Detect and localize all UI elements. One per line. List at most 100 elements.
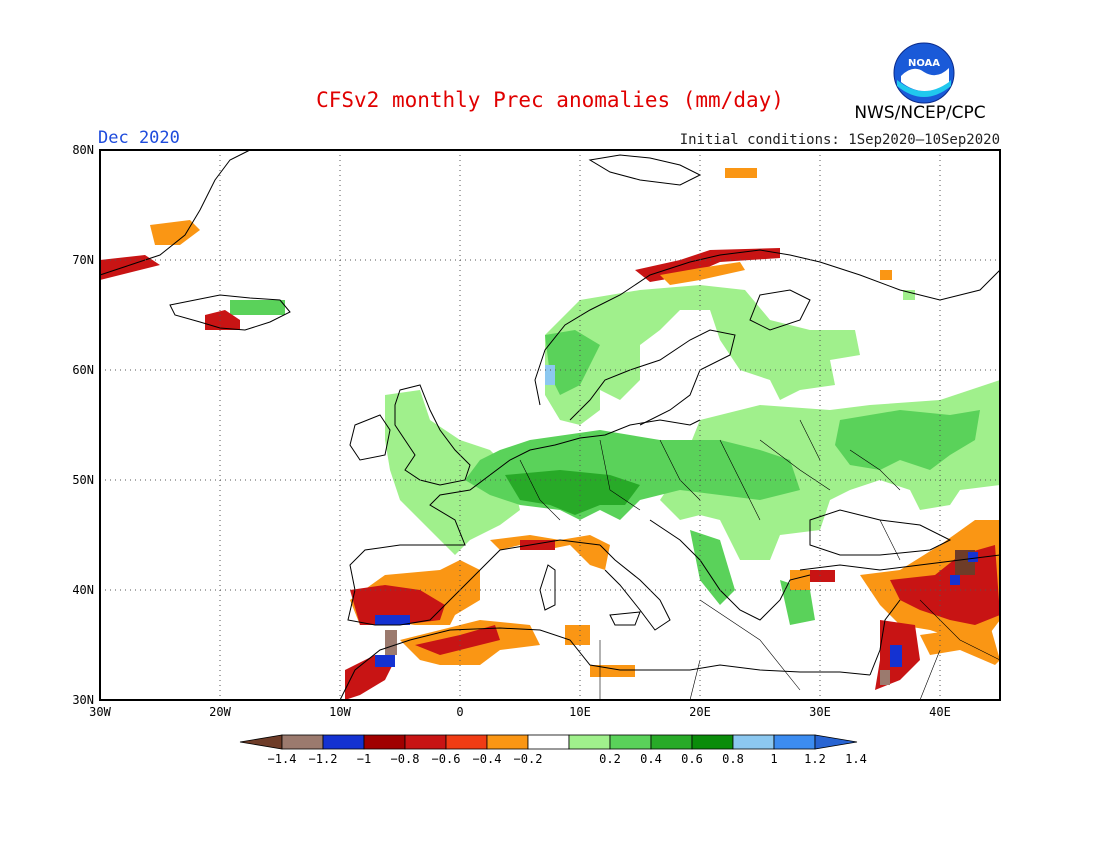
coast-iceland (169, 294, 291, 331)
lat-labels: 80N 70N 60N 50N 40N 30N (72, 143, 94, 707)
field-dark-green-core (505, 470, 640, 515)
colorbar-label: −1.2 (309, 752, 338, 766)
field-light-green-north (545, 285, 860, 425)
field-green-east (835, 410, 980, 470)
field-brown-levant (880, 670, 890, 685)
coast-turkey (799, 554, 1001, 571)
lat-label-40: 40N (72, 583, 94, 597)
lon-labels: 30W 20W 10W 0 10E 20E 30E 40E (89, 705, 951, 719)
lat-label-50: 50N (72, 473, 94, 487)
colorbar-box (773, 734, 816, 750)
forecast-month: Dec 2020 (98, 128, 180, 148)
coast-italy (599, 544, 671, 631)
colorbar-box (691, 734, 734, 750)
colorbar-label: 1.4 (845, 752, 867, 766)
colorbar-box (404, 734, 447, 750)
colorbar-label: −0.2 (514, 752, 543, 766)
field-red-iceland (205, 310, 240, 330)
field-green-norway (545, 330, 600, 395)
colorbar-label: 0.6 (681, 752, 703, 766)
colorbar-box (281, 734, 324, 750)
colorbar-boxes (239, 734, 858, 750)
colorbar-label: 1 (770, 752, 777, 766)
noaa-logo-icon: NOAA (893, 42, 955, 104)
field-orange-libya (590, 665, 635, 677)
coast-norway (534, 249, 1001, 406)
field-blue-gibraltar (375, 615, 410, 625)
field-orange-svalbard (725, 168, 757, 178)
colorbar-label: −0.8 (391, 752, 420, 766)
colorbar-label: 1.2 (804, 752, 826, 766)
coast-britain (394, 384, 471, 486)
colorbar-label: 0.4 (640, 752, 662, 766)
coast-sweden (569, 329, 736, 426)
field-blue-caucasus-1 (968, 552, 978, 562)
field-green-greece (780, 580, 815, 625)
field-red-iberia (350, 585, 445, 625)
coast-balkans (649, 519, 811, 621)
colorbar-box (363, 734, 406, 750)
field-blue-levant (890, 645, 902, 667)
colorbar-box (445, 734, 488, 750)
field-green-iceland (230, 300, 285, 315)
colorbar-box (732, 734, 775, 750)
colorbar-left-arrow (239, 734, 283, 750)
anomaly-fields (100, 168, 1000, 700)
lon-label-30e: 30E (809, 705, 831, 719)
coast-europe (489, 419, 701, 476)
coast-sicily (609, 611, 641, 626)
field-red-greenland (100, 255, 160, 280)
colorbar-label: −1.4 (268, 752, 297, 766)
colorbar-label: 0.2 (599, 752, 621, 766)
lat-label-60: 60N (72, 363, 94, 377)
lon-label-0: 0 (456, 705, 463, 719)
field-light-green-west (385, 390, 520, 555)
colorbar-right-arrow (814, 734, 858, 750)
field-orange-russia-n (880, 270, 892, 280)
field-light-blue-norway (545, 365, 555, 385)
field-orange-north-norway (660, 262, 745, 285)
lon-label-40e: 40E (929, 705, 951, 719)
colorbar-box (609, 734, 652, 750)
coast-greenland (99, 149, 251, 276)
field-blue-caucasus-2 (950, 575, 960, 585)
logo-text: NOAA (908, 58, 940, 69)
field-red-lion (520, 540, 555, 550)
coast-ireland (349, 414, 391, 461)
lat-label-80: 80N (72, 143, 94, 157)
field-orange-greenland (150, 220, 200, 245)
lat-label-70: 70N (72, 253, 94, 267)
field-light-green-russia-n (903, 290, 915, 300)
map-frame (99, 149, 1001, 701)
lon-label-30w: 30W (89, 705, 111, 719)
field-orange-tunisia (565, 625, 590, 645)
field-red-greece (810, 570, 835, 582)
colorbar-box (568, 734, 611, 750)
lon-label-10e: 10E (569, 705, 591, 719)
lon-label-10w: 10W (329, 705, 351, 719)
colorbar-box (527, 734, 570, 750)
field-blue-morocco (375, 655, 395, 667)
lat-label-30: 30N (72, 693, 94, 707)
lon-label-20w: 20W (209, 705, 231, 719)
colorbar-label: −0.6 (432, 752, 461, 766)
colorbar-label: −1 (357, 752, 371, 766)
initial-conditions: Initial conditions: 1Sep2020—10Sep2020 (679, 132, 1000, 148)
field-brown-morocco (385, 630, 397, 655)
lon-label-20e: 20E (689, 705, 711, 719)
colorbar-box (486, 734, 529, 750)
field-red-nafrica (415, 625, 500, 655)
agency-label: NWS/NCEP/CPC (854, 103, 986, 123)
coast-levant (869, 599, 901, 676)
colorbar-box (322, 734, 365, 750)
map-title: CFSv2 monthly Prec anomalies (mm/day) (316, 88, 784, 112)
colorbar-labels: −1.4 −1.2 −1 −0.8 −0.6 −0.4 −0.2 0.2 0.4 0.6 0.8 1 1… (268, 752, 867, 766)
colorbar-box (650, 734, 693, 750)
colorbar-label: −0.4 (473, 752, 502, 766)
coast-finland-white (749, 289, 811, 331)
colorbar-label: 0.8 (722, 752, 744, 766)
field-orange-aegean (790, 570, 810, 590)
field-green-balkans (690, 530, 735, 605)
